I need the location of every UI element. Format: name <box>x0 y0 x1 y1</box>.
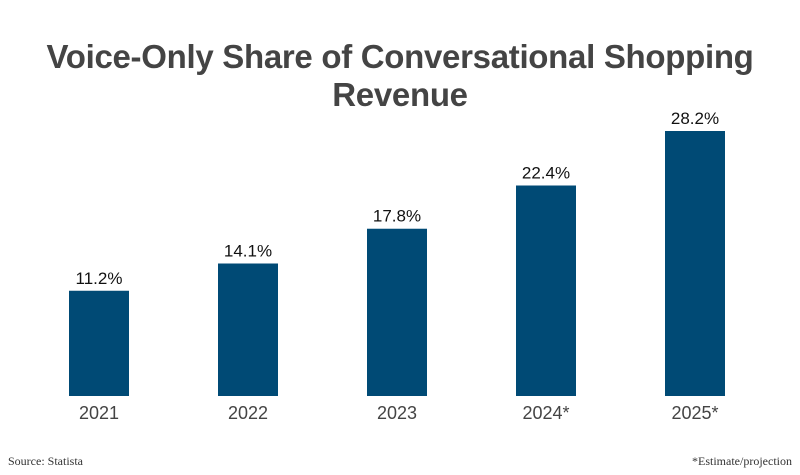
x-tick-label: 2022 <box>228 403 268 423</box>
data-label: 17.8% <box>373 207 421 226</box>
chart-title: Voice-Only Share of Conversational Shopp… <box>46 38 754 113</box>
data-label: 28.2% <box>671 109 719 128</box>
data-label: 11.2% <box>76 269 123 288</box>
bar-2025 <box>665 131 725 396</box>
bar-2023 <box>367 228 427 396</box>
source-note: Source: Statista <box>8 454 83 468</box>
data-label: 14.1% <box>224 242 272 261</box>
x-tick-label: 2025* <box>671 403 718 423</box>
x-tick-label: 2024* <box>522 403 569 423</box>
bar-2022 <box>218 263 278 396</box>
x-tick-label: 2023 <box>377 403 417 423</box>
data-label: 22.4% <box>522 164 570 183</box>
x-tick-label: 2021 <box>79 403 119 423</box>
bar-2024 <box>516 185 576 396</box>
bar-2021 <box>69 290 129 396</box>
estimate-note: *Estimate/projection <box>692 454 792 468</box>
